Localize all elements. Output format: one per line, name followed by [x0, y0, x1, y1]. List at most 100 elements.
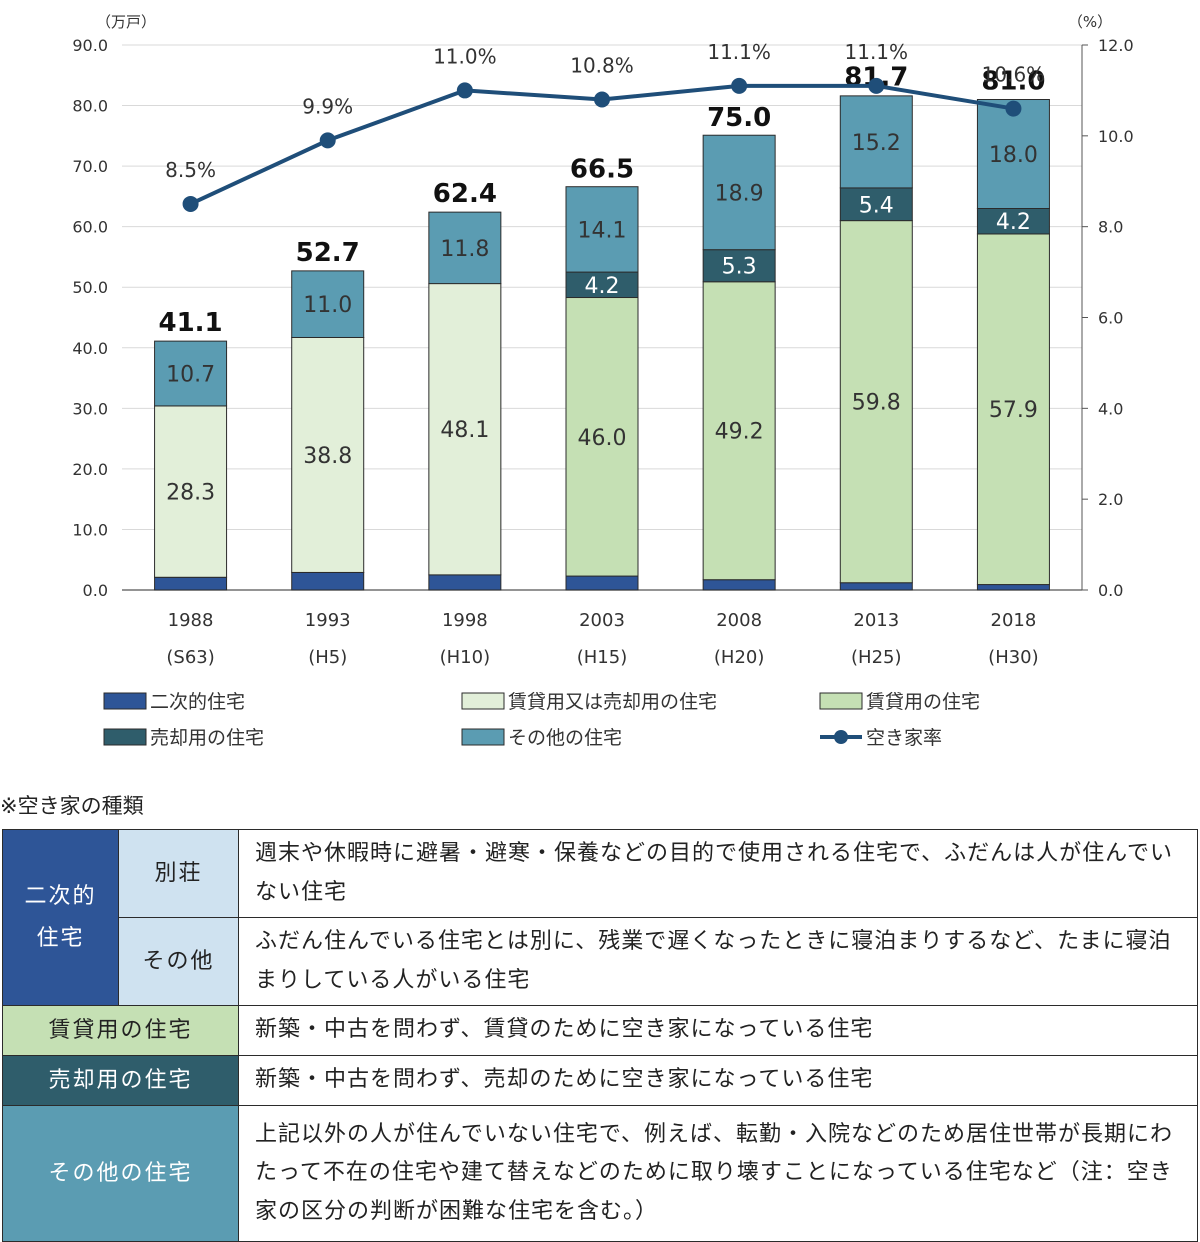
bar-segment	[154, 576, 228, 591]
left-tick-label: 70.0	[72, 157, 108, 176]
vacancy-rate-point	[594, 91, 610, 108]
bar-segment	[565, 575, 639, 591]
bar-data-label: 11.8	[440, 237, 489, 262]
bar-segment	[428, 211, 502, 285]
x-tick-era-label: (H20)	[714, 647, 764, 668]
x-tick-label: 2003	[579, 610, 625, 631]
left-tick-label: 90.0	[72, 36, 108, 55]
second-home-label: 二次的 住宅	[24, 883, 97, 951]
table-row: その他 ふだん住んでいる住宅とは別に、残業で遅くなったときに寝泊まりするなど、た…	[3, 917, 1198, 1006]
vacancy-rate-label: 11.1%	[707, 40, 771, 64]
vacancy-rate-point	[731, 77, 748, 94]
legend-label: 売却用の住宅	[150, 727, 264, 749]
bar-data-label: 57.9	[989, 398, 1038, 423]
vacancy-rate-point	[182, 195, 199, 212]
legend-swatch	[461, 728, 505, 746]
left-tick-label: 20.0	[72, 460, 108, 479]
bar-segment	[154, 340, 228, 407]
bar-segment	[565, 297, 639, 577]
table-row: 賃貸用の住宅 新築・中古を問わず、賃貸のために空き家になっている住宅	[2, 1005, 1198, 1056]
legend-label: 賃貸用又は売却用の住宅	[508, 691, 717, 713]
bar-segment	[702, 134, 776, 251]
bar-data-label: 4.2	[996, 210, 1031, 235]
bar-data-label: 14.1	[578, 218, 627, 243]
bar-data-label: 28.3	[166, 481, 215, 506]
villa-cell: 別荘	[118, 829, 239, 918]
other-description: 上記以外の人が住んでいない住宅で、例えば、転勤・入院などのため居住世帯が長期にわ…	[238, 1105, 1198, 1242]
vacancy-rate-label: 9.9%	[302, 94, 353, 118]
right-tick-label: 12.0	[1098, 36, 1134, 55]
bar-data-label: 49.2	[715, 420, 764, 445]
right-tick-label: 2.0	[1098, 490, 1123, 509]
x-tick-era-label: (S63)	[166, 647, 214, 668]
left-tick-label: 50.0	[72, 278, 108, 297]
sale-description: 新築・中古を問わず、売却のために空き家になっている住宅	[238, 1055, 1198, 1106]
table-row: その他の住宅 上記以外の人が住んでいない住宅で、例えば、転勤・入院などのため居住…	[2, 1105, 1198, 1242]
right-tick-label: 6.0	[1098, 309, 1123, 328]
bar-segment	[702, 281, 776, 581]
left-tick-label: 80.0	[72, 97, 108, 116]
left-tick-label: 40.0	[72, 339, 108, 358]
bar-data-label: 5.4	[859, 193, 894, 218]
x-tick-era-label: (H25)	[851, 647, 901, 668]
x-tick-era-label: (H5)	[308, 647, 347, 668]
vacancy-rate-label: 10.6%	[982, 63, 1046, 87]
bar-segment	[839, 187, 913, 222]
vacant-house-types-table: 二次的 住宅 別荘 週末や休暇時に避暑・避寒・保養などの目的で使用される住宅で、…	[2, 829, 1198, 1242]
x-tick-era-label: (H30)	[988, 647, 1038, 668]
bar-segment	[702, 249, 776, 283]
bar-data-label: 48.1	[440, 418, 489, 443]
vacancy-rate-point	[1005, 100, 1022, 117]
sale-cell: 売却用の住宅	[2, 1055, 239, 1106]
table-row: 売却用の住宅 新築・中古を問わず、売却のために空き家になっている住宅	[2, 1055, 1198, 1106]
bar-segment	[839, 95, 913, 189]
bar-data-label: 15.2	[852, 131, 901, 156]
bar-total-label: 81.0	[981, 67, 1045, 97]
bar-total-label: 62.4	[433, 179, 497, 209]
bar-data-label: 38.8	[303, 444, 352, 469]
left-tick-label: 10.0	[72, 520, 108, 539]
bar-segment	[976, 99, 1050, 209]
legend-line-marker	[834, 730, 848, 744]
bar-data-label: 18.0	[989, 143, 1038, 168]
bar-segment	[291, 571, 365, 591]
right-tick-label: 4.0	[1098, 399, 1123, 418]
other-cell: その他の住宅	[2, 1105, 239, 1242]
legend-swatch	[103, 692, 147, 710]
vacancy-rate-point	[456, 82, 473, 99]
bar-segment	[428, 574, 502, 591]
rent-description: 新築・中古を問わず、賃貸のために空き家になっている住宅	[238, 1005, 1198, 1056]
bar-segment	[565, 186, 639, 273]
bar-segment	[428, 283, 502, 576]
bar-data-label: 18.9	[715, 181, 764, 206]
legend-label: その他の住宅	[508, 727, 622, 749]
rent-cell: 賃貸用の住宅	[2, 1005, 239, 1056]
legend-swatch	[819, 692, 863, 710]
x-tick-label: 1998	[442, 610, 488, 631]
legend-swatch	[461, 692, 505, 710]
bar-segment	[976, 208, 1050, 235]
left-unit-label: （万戸）	[96, 13, 156, 31]
other-sub-cell: その他	[118, 917, 239, 1006]
x-tick-label: 1993	[305, 610, 351, 631]
bar-total-label: 52.7	[296, 238, 360, 268]
right-tick-label: 8.0	[1098, 218, 1123, 237]
legend-label: 二次的住宅	[150, 691, 245, 713]
vacancy-rate-point	[868, 77, 885, 94]
bar-segment	[839, 220, 913, 584]
x-tick-label: 2018	[991, 610, 1037, 631]
legend-label: 賃貸用の住宅	[866, 691, 980, 713]
vacancy-rate-label: 11.1%	[845, 40, 909, 64]
bar-data-label: 46.0	[578, 426, 627, 451]
other-sub-description: ふだん住んでいる住宅とは別に、残業で遅くなったときに寝泊まりするなど、たまに寝泊…	[238, 917, 1198, 1006]
bar-data-label: 4.2	[585, 274, 620, 299]
bar-segment	[154, 405, 228, 578]
bar-segment	[291, 270, 365, 338]
note-title: ※空き家の種類	[0, 794, 144, 818]
legend-label: 空き家率	[866, 727, 942, 749]
right-tick-label: 10.0	[1098, 127, 1134, 146]
x-tick-era-label: (H10)	[440, 647, 490, 668]
chart: 0.0 10.0 20.0 30.0 40.0 50.0 60.0 70.0 80.0 90.0 0…	[72, 13, 1134, 749]
vacancy-rate-label: 8.5%	[165, 158, 216, 182]
left-tick-label: 60.0	[72, 218, 108, 237]
